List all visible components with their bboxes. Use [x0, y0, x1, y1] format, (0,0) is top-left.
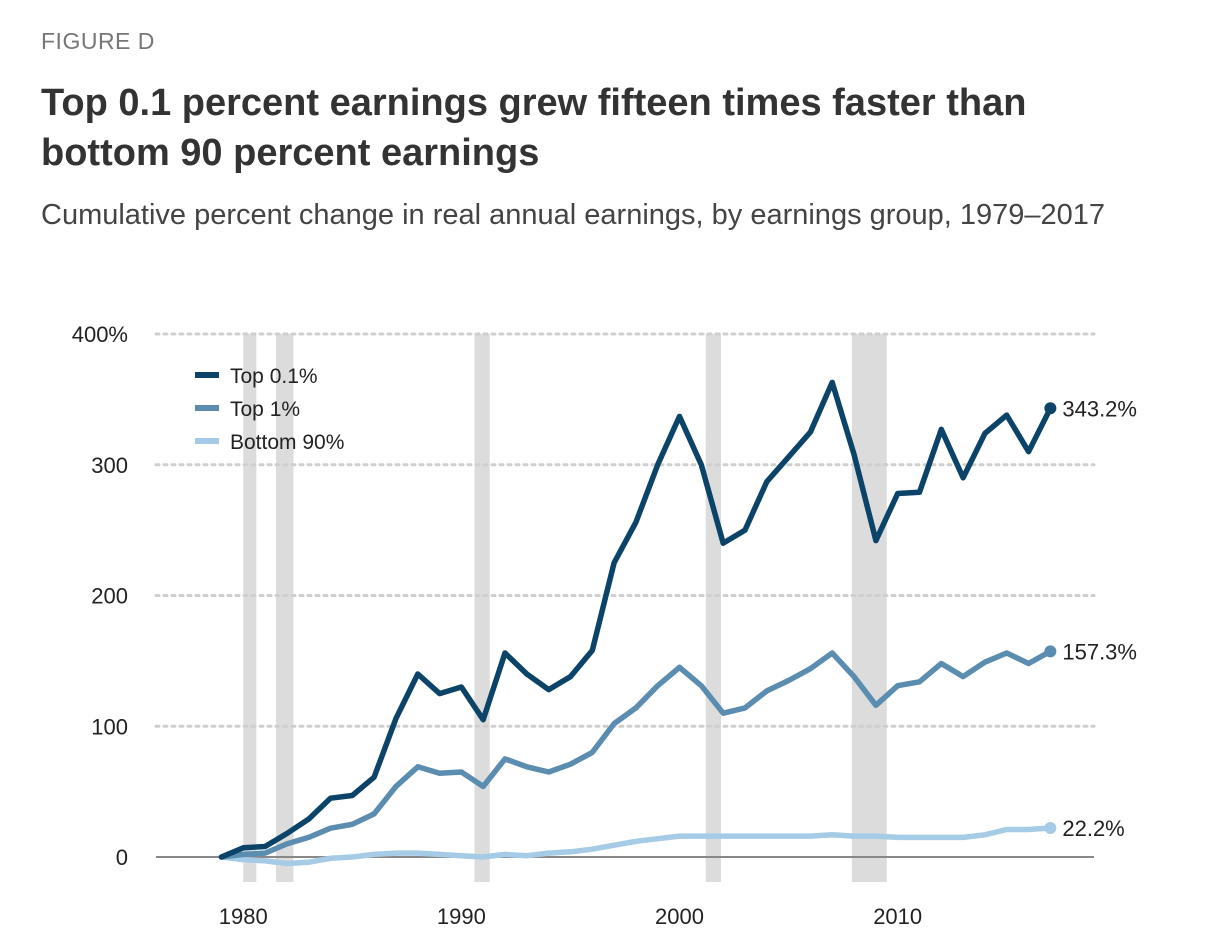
series-line-top-1	[218, 648, 1054, 860]
series-endpoint-top-1	[1044, 645, 1057, 658]
recession-band-2	[275, 334, 294, 882]
legend-label-top-1: Top 1%	[230, 398, 300, 421]
x-axis-labels: 1980 1990 2000 2010	[219, 904, 922, 929]
series-endpoints: 343.2% 157.3% 22.2%	[1044, 396, 1137, 841]
recession-band-3	[474, 334, 490, 882]
recession-shading-group	[243, 334, 887, 882]
x-tick-label-2000: 2000	[655, 904, 704, 929]
chart-title: Top 0.1 percent earnings grew fifteen ti…	[41, 82, 1027, 174]
recession-band-5	[851, 334, 887, 882]
y-tick-label-200: 200	[91, 584, 128, 609]
series-line-bottom-90	[218, 825, 1054, 867]
legend: Top 0.1% Top 1% Bottom 90%	[195, 365, 344, 454]
recession-band-1	[243, 334, 257, 882]
end-label-bottom-90: 22.2%	[1062, 816, 1124, 841]
end-label-top-1: 157.3%	[1062, 639, 1137, 664]
x-tick-label-1990: 1990	[437, 904, 486, 929]
recession-band-4	[705, 334, 721, 882]
x-tick-label-2010: 2010	[873, 904, 922, 929]
y-tick-label-300: 300	[91, 453, 128, 478]
figure-label: FIGURE D	[41, 28, 155, 54]
series-endpoint-bottom-90	[1044, 821, 1057, 834]
series-line-top-0-1	[218, 379, 1054, 860]
end-label-top-0-1: 343.2%	[1062, 396, 1137, 421]
y-tick-label-0: 0	[116, 845, 128, 870]
series-endpoint-top-0-1	[1044, 402, 1057, 415]
series-lines	[218, 379, 1054, 867]
chart-subtitle: Cumulative percent change in real annual…	[41, 199, 1106, 231]
y-tick-label-400: 400%	[72, 322, 128, 347]
y-tick-label-100: 100	[91, 714, 128, 739]
legend-label-top-0-1: Top 0.1%	[230, 365, 318, 388]
gridlines	[154, 332, 1096, 728]
legend-label-bottom-90: Bottom 90%	[230, 431, 344, 454]
y-axis-labels: 0 100 200 300 400%	[72, 322, 128, 870]
x-tick-label-1980: 1980	[219, 904, 268, 929]
